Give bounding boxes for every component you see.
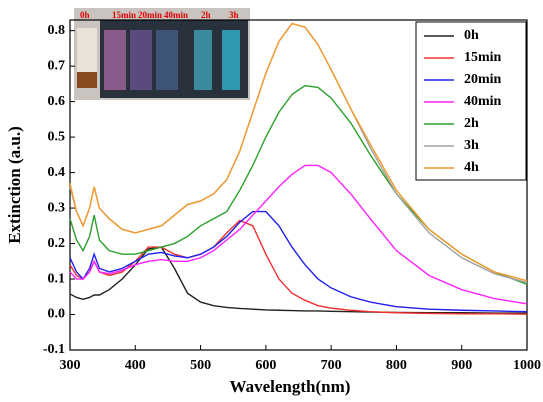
y-tick-label: 0.2 [48,236,66,251]
x-tick-label: 500 [190,358,211,373]
vial [222,30,240,90]
inset-label: 3h [229,10,239,20]
y-tick-label: 0.4 [48,165,66,180]
x-tick-label: 700 [321,358,342,373]
legend-label: 4h [464,160,479,175]
y-tick-label: 0.0 [48,307,66,322]
y-tick-label: 0.8 [48,23,66,38]
vial [194,30,212,90]
inset-label: 2h [201,10,211,20]
series-line [69,219,528,315]
y-tick-label: 0.1 [48,271,66,286]
series-line [69,210,528,313]
x-tick-label: 800 [386,358,407,373]
y-tick-label: -0.1 [43,342,65,357]
y-axis-title: Extinction (a.u.) [5,126,24,244]
series-line [69,164,528,305]
inset-label: 40min [164,10,188,20]
legend-label: 15min [464,50,502,65]
vial [104,30,126,90]
legend-box [415,21,527,181]
vial [130,30,152,90]
vial [156,30,178,90]
y-tick-label: 0.6 [48,94,66,109]
series-line [69,84,528,286]
y-tick-label: 0.7 [48,58,66,73]
legend-label: 20min [464,72,502,87]
x-tick-label: 900 [451,358,472,373]
x-tick-label: 1000 [513,358,541,373]
legend-label: 3h [464,138,479,153]
x-tick-label: 400 [125,358,146,373]
inset-label: 15min [112,10,136,20]
legend-label: 40min [464,94,502,109]
series-line [69,22,528,282]
y-tick-label: 0.5 [48,129,66,144]
x-tick-label: 300 [60,358,81,373]
legend-label: 0h [464,28,479,43]
inset-label: 0h [80,10,90,20]
inset-photo [74,8,250,100]
vial-liquid [77,72,97,88]
x-axis-title: Wavelength(nm) [230,377,351,396]
legend-label: 2h [464,116,479,131]
inset-label: 20min [138,10,162,20]
y-tick-label: 0.3 [48,200,66,215]
x-tick-label: 600 [255,358,276,373]
